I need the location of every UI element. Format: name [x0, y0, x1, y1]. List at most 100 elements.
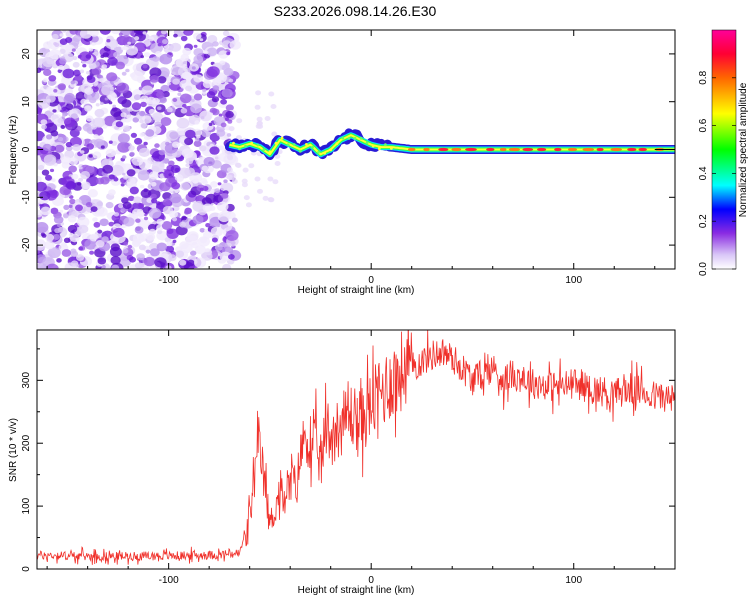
y-tick-label: 200	[21, 434, 32, 451]
noise-blob	[115, 121, 124, 128]
noise-blob	[165, 245, 175, 253]
noise-blob	[202, 80, 213, 89]
noise-blob	[264, 116, 271, 121]
noise-blob	[99, 75, 104, 79]
noise-blob	[80, 171, 91, 180]
noise-blob	[132, 117, 140, 123]
track-speck	[280, 136, 284, 140]
noise-blob	[185, 85, 193, 92]
noise-blob	[185, 157, 194, 165]
noise-blob	[62, 68, 75, 79]
colorbar-bar	[711, 29, 737, 270]
noise-blob	[137, 170, 150, 181]
noise-blob	[70, 260, 79, 267]
noise-blob	[211, 237, 218, 243]
noise-blob	[63, 189, 71, 195]
noise-blob	[141, 115, 152, 124]
noise-blob	[203, 156, 215, 167]
noise-blob	[223, 179, 228, 183]
noise-blob	[154, 143, 160, 148]
noise-blob	[151, 198, 158, 204]
noise-blob	[217, 211, 231, 222]
noise-blob	[37, 176, 42, 182]
track-speck	[286, 143, 290, 147]
noise-blob	[85, 201, 93, 208]
noise-blob	[202, 203, 213, 212]
noise-blob	[93, 221, 101, 228]
noise-blob	[37, 209, 43, 218]
noise-blob	[182, 103, 187, 108]
noise-blob	[105, 148, 117, 158]
noise-blob	[159, 53, 173, 65]
noise-blob	[47, 247, 61, 259]
noise-blob	[82, 63, 87, 68]
noise-blob	[117, 141, 131, 153]
noise-blob	[129, 151, 135, 157]
noise-blob	[241, 182, 248, 188]
noise-blob	[101, 236, 109, 243]
noise-blob	[69, 198, 76, 205]
noise-blob	[222, 263, 232, 269]
noise-blob	[85, 115, 94, 122]
noise-blob	[59, 209, 64, 213]
noise-blob	[168, 160, 175, 167]
noise-blob	[156, 91, 165, 99]
colorbar-label: Normalized spectral amplitude	[738, 82, 749, 217]
noise-blob	[130, 132, 137, 138]
noise-blob	[241, 178, 248, 184]
noise-blob	[94, 49, 99, 53]
noise-blob	[148, 36, 155, 42]
noise-blob	[134, 262, 143, 269]
noise-blob	[61, 106, 67, 111]
noise-blob	[53, 234, 61, 240]
track-speck	[274, 141, 278, 145]
noise-blob	[100, 145, 105, 149]
noise-blob	[126, 169, 136, 177]
noise-blob	[151, 161, 165, 173]
noise-blob	[228, 253, 235, 260]
noise-blob	[268, 197, 275, 203]
y-tick-label: 10	[21, 96, 32, 108]
noise-blob	[200, 191, 207, 196]
noise-blob	[162, 39, 168, 45]
noise-blob	[87, 189, 98, 198]
spectrogram-y-label: Frequency (Hz)	[8, 116, 19, 185]
noise-blob	[167, 82, 171, 86]
noise-blob	[226, 51, 231, 56]
noise-blob	[111, 141, 118, 146]
noise-blob	[199, 187, 204, 191]
noise-blob	[262, 195, 269, 201]
noise-blob	[89, 97, 97, 104]
noise-blob	[149, 248, 160, 257]
noise-blob	[129, 186, 139, 195]
noise-blob	[38, 164, 45, 171]
noise-blob	[143, 256, 155, 267]
noise-blob	[42, 78, 48, 83]
track-speck	[244, 144, 248, 148]
noise-blob	[170, 164, 181, 174]
noise-blob	[53, 89, 58, 93]
noise-blob	[86, 75, 96, 83]
noise-blob	[174, 174, 184, 182]
noise-blob	[88, 62, 97, 70]
track-peak	[596, 147, 604, 152]
noise-blob	[231, 179, 238, 184]
noise-blob	[127, 195, 135, 202]
noise-blob	[47, 38, 61, 50]
track-speck	[347, 137, 351, 140]
noise-blob	[185, 129, 196, 139]
noise-blob	[89, 30, 99, 37]
noise-blob	[248, 163, 255, 169]
noise-blob	[76, 182, 82, 186]
noise-blob	[184, 208, 192, 215]
track-peak	[536, 147, 547, 152]
noise-blob	[166, 241, 173, 247]
noise-blob	[210, 226, 223, 237]
noise-blob	[201, 197, 212, 206]
noise-blob	[225, 230, 239, 241]
noise-blob	[125, 68, 130, 73]
colorbar-ticks: 0.0 0.2 0.4 0.6 0.8	[698, 70, 736, 276]
track-peak	[554, 147, 562, 152]
noise-blob	[139, 122, 148, 129]
noise-blob	[131, 102, 142, 111]
